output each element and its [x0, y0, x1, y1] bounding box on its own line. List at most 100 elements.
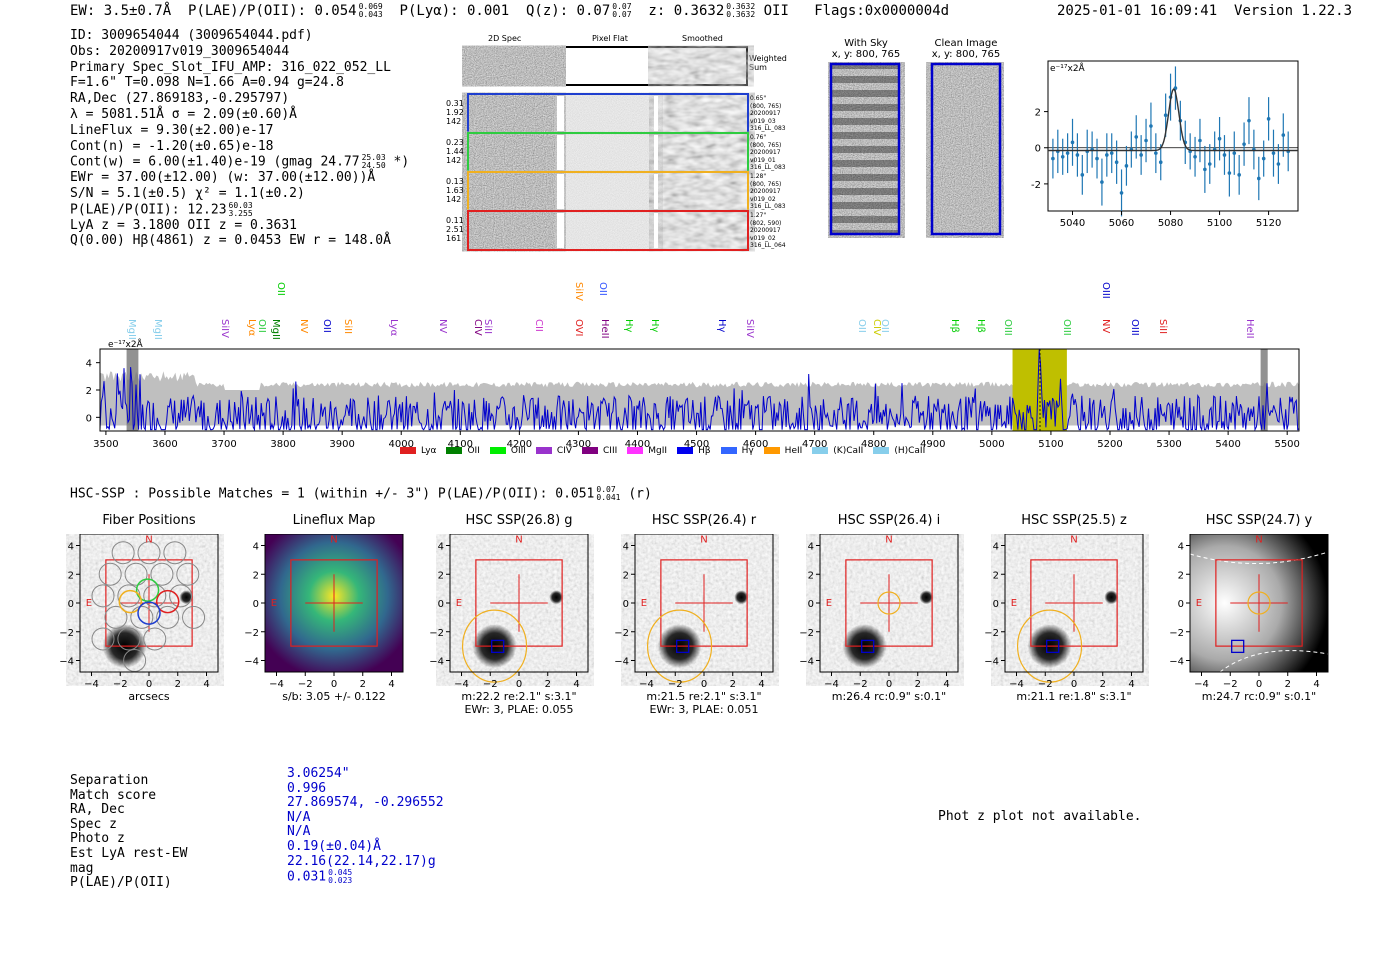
cutout-left-3-2: 161 — [446, 234, 462, 243]
panel-title-lineflux: Lineflux Map — [292, 513, 376, 528]
zoom-point — [1158, 160, 1163, 165]
panel-caption-i: m:26.4 rc:0.9" s:0.1" — [800, 690, 978, 703]
legend-swatch — [446, 447, 463, 454]
panel-ytick-label: −4 — [1169, 657, 1184, 668]
panel-image-r: N E −4 −4 −2 −2 0 0 2 2 4 4 — [614, 534, 774, 690]
spec-xtick-label: 5200 — [1097, 439, 1122, 450]
y-contour-top — [1189, 551, 1329, 564]
match-label: Photo z — [70, 831, 125, 847]
match-value: 22.16(22.14,22.17)g — [287, 854, 444, 870]
zoom-point — [1095, 156, 1099, 161]
zoom-point — [1114, 160, 1119, 165]
aperture-box — [845, 559, 933, 647]
legend-label: Lyα — [421, 446, 437, 456]
cutout-left-0: 0.31 1.92 142 — [446, 99, 464, 126]
compass-e: E — [271, 598, 277, 609]
panel-xtick-label: −2 — [483, 679, 498, 690]
fiber-circle — [111, 541, 135, 565]
panel-xtick-label: 0 — [701, 679, 707, 690]
zoom-ylabel: e⁻¹⁷x2Å — [1050, 62, 1086, 74]
panel-xtick-label: −4 — [84, 679, 99, 690]
zoom-point — [1227, 171, 1232, 175]
match-label: Match score — [70, 787, 157, 803]
compass-n: N — [515, 535, 522, 546]
panel-ytick-label: 2 — [438, 570, 444, 581]
match-value: 0.996 — [287, 781, 444, 797]
panel-ytick-label: −4 — [799, 657, 814, 668]
panel-xtick-label: −4 — [1009, 679, 1024, 690]
match-ellipse — [1016, 609, 1083, 683]
legend-label: (K)CaII — [833, 446, 864, 456]
cutout-right-3-0: 1.27" — [750, 212, 767, 219]
legend-item: MgII — [627, 446, 667, 456]
zoom-point — [1203, 167, 1207, 172]
cutout-left-2-2: 142 — [446, 195, 462, 204]
with-sky-coords: x, y: 800, 765 — [831, 49, 901, 60]
panel-image-z: N E −4 −4 −2 −2 0 0 2 2 4 4 — [984, 534, 1144, 690]
fiber-circle — [182, 605, 206, 629]
hsc-plae-lo: 0.041 — [596, 493, 621, 502]
legend-item: (H)CaII — [873, 446, 925, 456]
cutout-left-1-1: 1.44 — [446, 147, 464, 156]
zoom-point — [1242, 142, 1246, 146]
header-timestamp: 2025-01-01 16:09:41 Version 1.22.3 — [1057, 3, 1352, 19]
aperture-box — [1215, 559, 1303, 647]
fiber-circle — [150, 562, 174, 586]
faint-source — [549, 590, 564, 605]
header-qz-lo: 0.07 — [612, 10, 632, 19]
panel-caption-line1: m:21.1 re:1.8" s:3.1" — [1016, 690, 1132, 703]
cutout-flat-0 — [564, 96, 654, 131]
match-value: 0.19(±0.04)Å — [287, 839, 444, 855]
spec-xtick-label: 4000 — [389, 439, 414, 450]
cutout-right-1-3: v019_01 — [750, 156, 776, 164]
compass-e: E — [1011, 598, 1017, 609]
legend-label: Hβ — [698, 446, 711, 456]
cutout-right-2-2: 20200917 — [750, 188, 781, 195]
zoom-ytick-label: -2 — [1031, 180, 1041, 191]
panel-ytick-label: 0 — [1178, 599, 1184, 610]
panel-image-fiber: N E −4 −4 −2 −2 0 0 2 2 4 4 — [59, 534, 219, 690]
aperture-box — [1030, 559, 1118, 647]
cutout-left-3-1: 2.51 — [446, 225, 464, 234]
panel-ytick-label: −2 — [614, 628, 629, 639]
spec-xtick-label: 5300 — [1156, 439, 1181, 450]
zoom-xtick-label: 5120 — [1256, 218, 1281, 229]
match-label: Separation — [70, 773, 149, 788]
match-plae-hi: 0.045 — [328, 868, 353, 878]
info-lambda: λ = 5081.51Å σ = 2.09(±0.60)Å — [70, 106, 297, 122]
line-legend: Lyα OII OIII CIV CIII MgII Hβ Hγ HeII (K)CaII (H)C… — [400, 446, 935, 456]
zoom-point — [1065, 151, 1070, 155]
panel-ytick-label: 0 — [253, 599, 259, 610]
cutout-gap2-0 — [654, 96, 658, 131]
cutout-flat-2 — [564, 174, 654, 209]
legend-label: HeII — [784, 446, 803, 456]
cutout-2d-3 — [471, 213, 557, 248]
cutout-left-1-2: 142 — [446, 156, 462, 165]
compass-e: E — [826, 598, 832, 609]
panel-xtick-label: −2 — [113, 679, 128, 690]
panel-xtick-label: 2 — [915, 679, 921, 690]
match-value: 27.869574, -0.296552 — [287, 795, 444, 811]
fiber-circle — [156, 605, 180, 629]
panel-title-y: HSC SSP(24.7) y — [1205, 513, 1313, 528]
fiber-circle — [98, 562, 122, 586]
panel-ytick-label: −4 — [244, 657, 259, 668]
compass-n: N — [145, 535, 152, 546]
panel-caption-line1: m:21.5 re:2.1" s:3.1" — [646, 690, 762, 703]
aperture-circle — [1247, 591, 1271, 615]
with-sky-frame — [829, 62, 901, 236]
line-label-oii: OII — [597, 282, 609, 296]
zoom-point — [1149, 124, 1153, 128]
compass-e: E — [86, 598, 92, 609]
header-version: Version 1.22.3 — [1234, 3, 1353, 19]
zoom-point — [1163, 113, 1168, 118]
legend-item: CIV — [535, 446, 572, 456]
panel-ytick-label: 0 — [68, 599, 74, 610]
spectrum-line — [99, 349, 1300, 432]
panel-caption-line1: m:26.4 rc:0.9" s:0.1" — [831, 690, 947, 703]
cutout-flat-3 — [564, 213, 654, 248]
zoom-point — [1154, 151, 1158, 155]
cutout-right-1-1: (800, 765) — [750, 141, 782, 149]
info-id: ID: 3009654044 (3009654044.pdf) — [70, 28, 313, 43]
compass-n: N — [885, 535, 892, 546]
